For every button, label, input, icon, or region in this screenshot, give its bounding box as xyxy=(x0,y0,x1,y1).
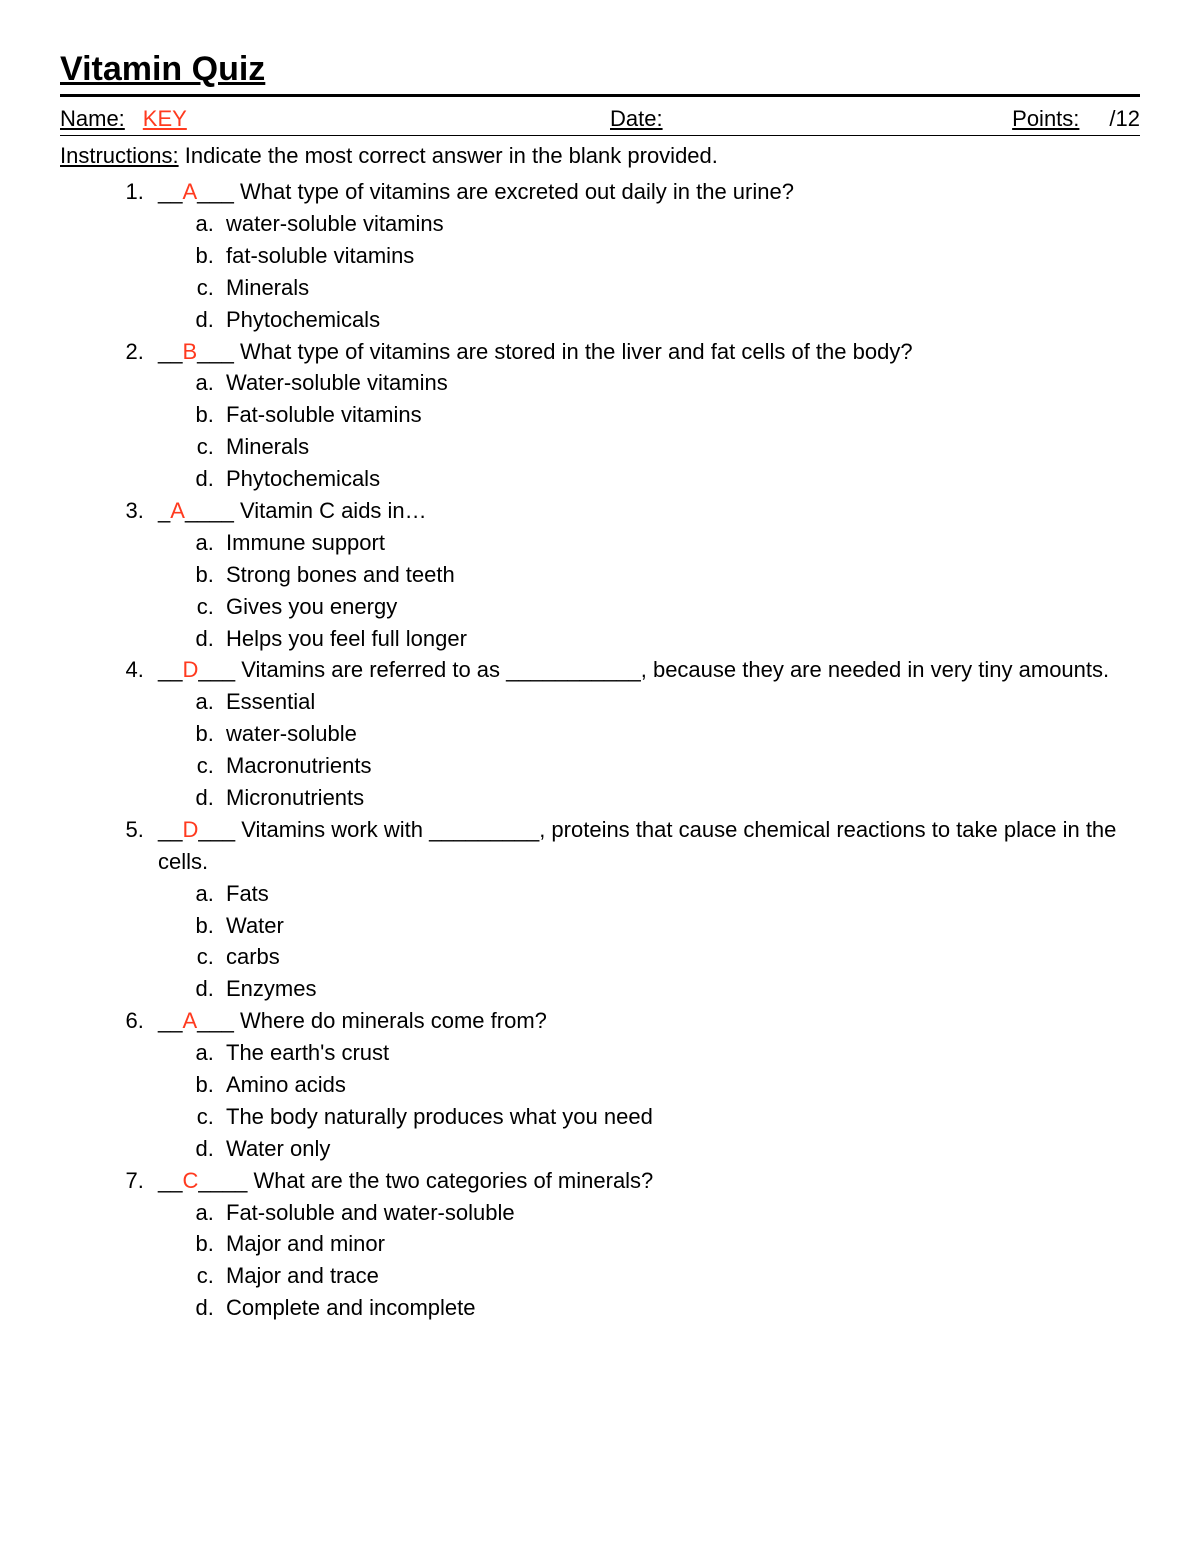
blank-pre: __ xyxy=(158,1008,182,1033)
option: The earth's crust xyxy=(220,1037,1140,1069)
option: Water xyxy=(220,910,1140,942)
option: Macronutrients xyxy=(220,750,1140,782)
option: Minerals xyxy=(220,272,1140,304)
option: Helps you feel full longer xyxy=(220,623,1140,655)
answer-1: A xyxy=(182,179,197,204)
question-6-options: The earth's crust Amino acids The body n… xyxy=(220,1037,1140,1165)
answer-3: A xyxy=(170,498,185,523)
points-field: Points: /12 xyxy=(970,103,1140,135)
question-2: __B___ What type of vitamins are stored … xyxy=(150,336,1140,495)
answer-2: B xyxy=(182,339,197,364)
blank-post: ___ xyxy=(197,339,234,364)
name-value: KEY xyxy=(143,103,187,135)
question-1: __A___ What type of vitamins are excrete… xyxy=(150,176,1140,335)
question-3: _A____ Vitamin C aids in… Immune support… xyxy=(150,495,1140,654)
option: Major and trace xyxy=(220,1260,1140,1292)
question-5: __D___ Vitamins work with _________, pro… xyxy=(150,814,1140,1005)
question-list: __A___ What type of vitamins are excrete… xyxy=(150,176,1140,1324)
question-7-text: What are the two categories of minerals? xyxy=(247,1168,653,1193)
option: Immune support xyxy=(220,527,1140,559)
header-line: Name: KEY Date: Points: /12 xyxy=(60,103,1140,136)
option: water-soluble xyxy=(220,718,1140,750)
question-4-text: Vitamins are referred to as ___________,… xyxy=(235,657,1109,682)
question-3-text: Vitamin C aids in… xyxy=(234,498,427,523)
question-5-options: Fats Water carbs Enzymes xyxy=(220,878,1140,1006)
blank-post: ___ xyxy=(198,657,235,682)
instructions-label: Instructions: xyxy=(60,143,179,168)
option: Complete and incomplete xyxy=(220,1292,1140,1324)
option: carbs xyxy=(220,941,1140,973)
instructions-text: Indicate the most correct answer in the … xyxy=(179,143,718,168)
question-1-text: What type of vitamins are excreted out d… xyxy=(234,179,794,204)
question-3-options: Immune support Strong bones and teeth Gi… xyxy=(220,527,1140,655)
quiz-page: Vitamin Quiz Name: KEY Date: Points: /12… xyxy=(0,0,1200,1553)
answer-6: A xyxy=(182,1008,197,1033)
instructions: Instructions: Indicate the most correct … xyxy=(60,140,1140,172)
option: Major and minor xyxy=(220,1228,1140,1260)
question-7-options: Fat-soluble and water-soluble Major and … xyxy=(220,1197,1140,1325)
option: Fat-soluble vitamins xyxy=(220,399,1140,431)
date-field: Date: xyxy=(610,103,970,135)
question-1-options: water-soluble vitamins fat-soluble vitam… xyxy=(220,208,1140,336)
blank-post: ____ xyxy=(185,498,234,523)
answer-7: C xyxy=(182,1168,198,1193)
question-4: __D___ Vitamins are referred to as _____… xyxy=(150,654,1140,813)
option: Fats xyxy=(220,878,1140,910)
option: Enzymes xyxy=(220,973,1140,1005)
option: fat-soluble vitamins xyxy=(220,240,1140,272)
option: Minerals xyxy=(220,431,1140,463)
option: Strong bones and teeth xyxy=(220,559,1140,591)
blank-pre: __ xyxy=(158,1168,182,1193)
answer-4: D xyxy=(182,657,198,682)
quiz-title: Vitamin Quiz xyxy=(60,45,1140,97)
points-total: /12 xyxy=(1109,103,1140,135)
blank-post: ___ xyxy=(197,179,234,204)
option: Water only xyxy=(220,1133,1140,1165)
option: Gives you energy xyxy=(220,591,1140,623)
question-7: __C____ What are the two categories of m… xyxy=(150,1165,1140,1324)
answer-5: D xyxy=(182,817,198,842)
option: Fat-soluble and water-soluble xyxy=(220,1197,1140,1229)
option: Phytochemicals xyxy=(220,304,1140,336)
name-label: Name: xyxy=(60,103,125,135)
option: Essential xyxy=(220,686,1140,718)
blank-pre: _ xyxy=(158,498,170,523)
blank-post: ____ xyxy=(198,1168,247,1193)
blank-pre: __ xyxy=(158,817,182,842)
blank-post: ___ xyxy=(198,817,235,842)
blank-pre: __ xyxy=(158,339,182,364)
option: water-soluble vitamins xyxy=(220,208,1140,240)
option: Micronutrients xyxy=(220,782,1140,814)
option: The body naturally produces what you nee… xyxy=(220,1101,1140,1133)
blank-pre: __ xyxy=(158,179,182,204)
option: Water-soluble vitamins xyxy=(220,367,1140,399)
option: Amino acids xyxy=(220,1069,1140,1101)
blank-post: ___ xyxy=(197,1008,234,1033)
option: Phytochemicals xyxy=(220,463,1140,495)
question-2-text: What type of vitamins are stored in the … xyxy=(234,339,913,364)
points-label: Points: xyxy=(1012,103,1079,135)
blank-pre: __ xyxy=(158,657,182,682)
question-2-options: Water-soluble vitamins Fat-soluble vitam… xyxy=(220,367,1140,495)
name-field: Name: KEY xyxy=(60,103,610,135)
question-6-text: Where do minerals come from? xyxy=(234,1008,547,1033)
date-label: Date: xyxy=(610,103,663,135)
question-6: __A___ Where do minerals come from? The … xyxy=(150,1005,1140,1164)
question-4-options: Essential water-soluble Macronutrients M… xyxy=(220,686,1140,814)
question-5-text: Vitamins work with _________, proteins t… xyxy=(158,817,1116,874)
